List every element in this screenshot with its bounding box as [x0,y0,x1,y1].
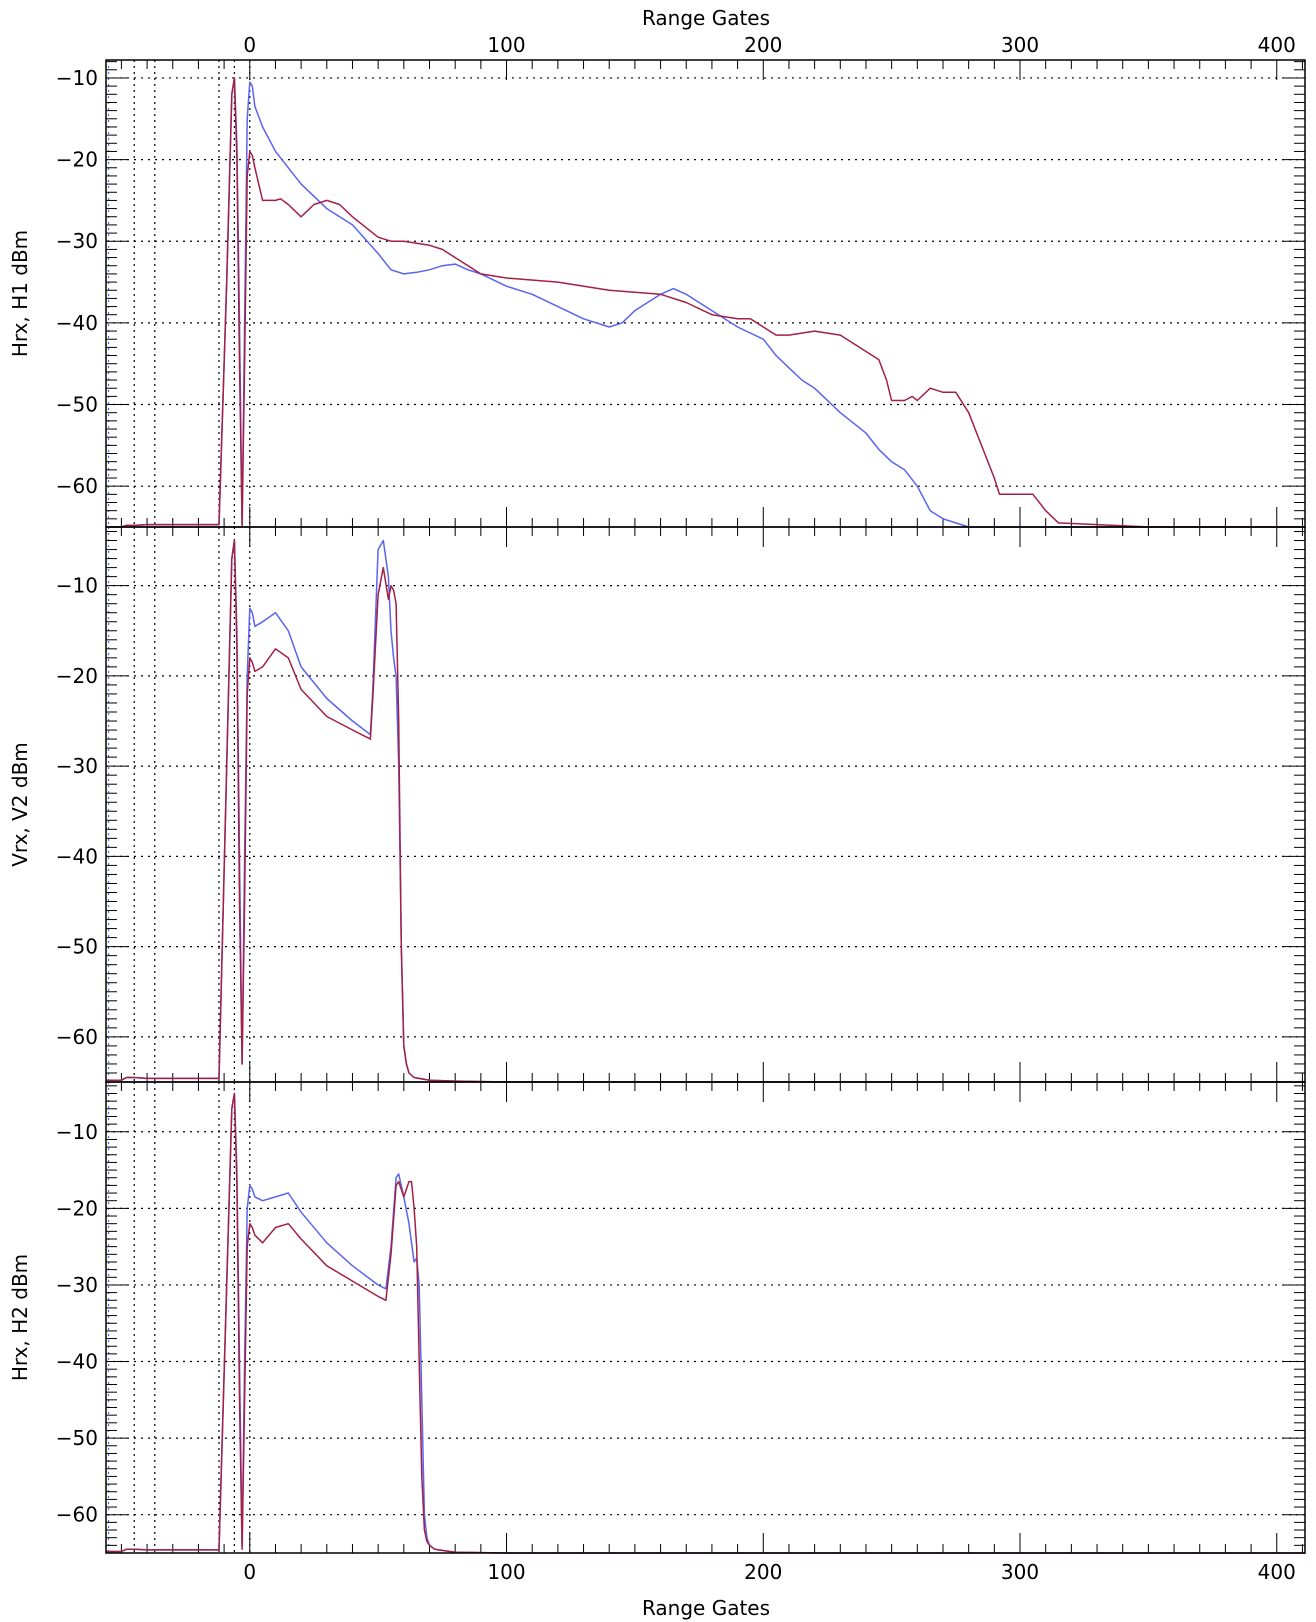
series-line-blue [106,77,1305,528]
y-tick-label: −30 [56,1273,98,1297]
y-tick-label: −50 [56,1426,98,1450]
y-tick-label: −10 [56,1120,98,1144]
series-line-blue [106,539,1305,1083]
y-tick-label: −20 [56,664,98,688]
panel-3: −10 −20 −30 −40 −50 −60 0 100 200 300 400 Hrx, H2 d… [8,1081,1306,1584]
y-tick-label: −30 [56,754,98,778]
y-tick-label: −50 [56,935,98,959]
y-tick-label: −10 [56,574,98,598]
plot-frame [105,1081,1306,1554]
y-tick-label: −50 [56,393,98,417]
x-tick-label: 300 [1001,1560,1039,1584]
x-tick-label: 400 [1258,33,1296,57]
plot-frame [105,59,1306,528]
y-tick-label: −40 [56,844,98,868]
x-tick-label: 200 [744,33,782,57]
y-tick-label: −20 [56,148,98,172]
y-axis-title: Vrx, V2 dBm [8,742,32,867]
y-tick-label: −60 [56,1503,98,1527]
panel-2: −10 −20 −30 −40 −50 −60 Vrx, V2 dBm [8,526,1306,1083]
y-tick-label: −60 [56,474,98,498]
x-tick-label: 400 [1258,1560,1296,1584]
y-axis-title: Hrx, H1 dBm [8,230,32,357]
bottom-x-axis-title: Range Gates [642,1596,770,1620]
x-tick-label: 0 [243,33,256,57]
plot-frame [105,526,1306,1083]
y-tick-label: −40 [56,311,98,335]
y-tick-label: −40 [56,1350,98,1374]
series-line-red [106,1092,1305,1554]
panel-1: −10 −20 −30 −40 −50 −60 0 100 200 300 400 Hrx, H1 d… [8,33,1306,528]
series-line-blue [106,1092,1305,1554]
y-tick-label: −30 [56,229,98,253]
y-tick-label: −20 [56,1196,98,1220]
x-tick-label: 100 [487,1560,525,1584]
y-axis-title: Hrx, H2 dBm [8,1254,32,1381]
x-tick-label: 200 [744,1560,782,1584]
x-tick-label: 300 [1001,33,1039,57]
x-tick-label: 0 [243,1560,256,1584]
x-tick-label: 100 [487,33,525,57]
y-tick-label: −60 [56,1025,98,1049]
series-line-red [106,539,1305,1083]
series-line-red [106,77,1305,528]
y-tick-label: −10 [56,66,98,90]
top-x-axis-title: Range Gates [642,6,770,30]
panels: −10 −20 −30 −40 −50 −60 0 100 200 300 400 Hrx, H1 d… [8,33,1306,1584]
